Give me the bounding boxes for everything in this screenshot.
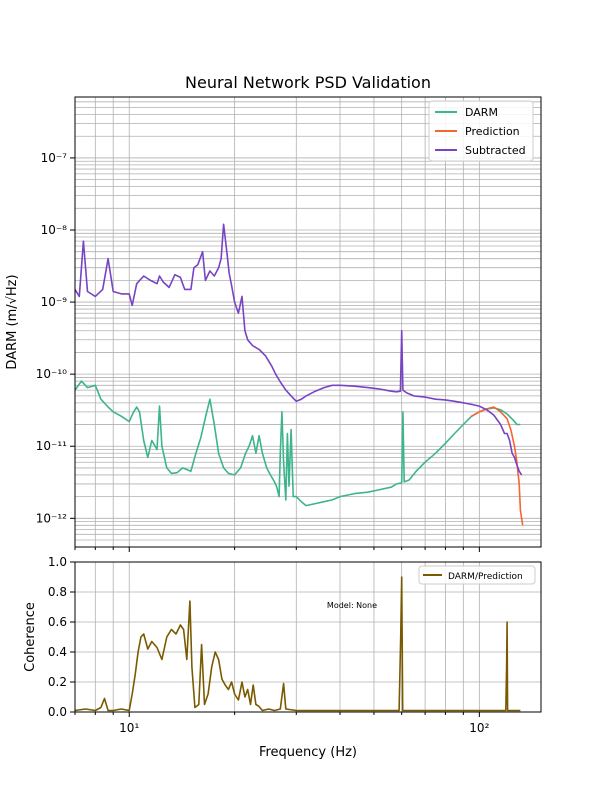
bottom-x-tick-label: 10² bbox=[469, 721, 489, 735]
bottom-axes-frame bbox=[74, 561, 542, 713]
bottom-y-axis-label: Coherence bbox=[23, 602, 38, 672]
top-y-tick-label: 10⁻⁸ bbox=[41, 223, 68, 237]
top-y-tick-label: 10⁻¹² bbox=[36, 511, 67, 525]
top-series-group bbox=[74, 223, 524, 526]
bottom-y-tick-label: 1.0 bbox=[48, 555, 67, 569]
model-annotation: Model: None bbox=[327, 601, 377, 610]
top-axes-frame bbox=[74, 96, 542, 548]
bottom-legend: DARM/Prediction bbox=[418, 565, 536, 585]
bottom-y-tick-label: 0.6 bbox=[48, 615, 67, 629]
top-y-tick-label: 10⁻⁷ bbox=[41, 151, 68, 165]
top-legend-box bbox=[428, 100, 534, 162]
top-legend: DARM Prediction Subtracted bbox=[428, 100, 534, 162]
x-axis-label: Frequency (Hz) bbox=[259, 745, 357, 760]
bottom-y-tick-label: 0.2 bbox=[48, 675, 67, 689]
top-legend-label: Subtracted bbox=[465, 144, 526, 157]
bottom-y-tick-label: 0.0 bbox=[48, 705, 67, 719]
bottom-legend-box bbox=[418, 565, 536, 585]
top-series-line-prediction bbox=[471, 406, 524, 526]
bottom-series-group bbox=[74, 576, 521, 712]
top-legend-label: DARM bbox=[465, 106, 498, 119]
bottom-x-tick-label: 10¹ bbox=[119, 721, 139, 735]
chart-title: Neural Network PSD Validation bbox=[185, 73, 431, 92]
top-legend-label: Prediction bbox=[465, 125, 520, 138]
bottom-legend-label: DARM/Prediction bbox=[448, 572, 523, 582]
bottom-y-tick-label: 0.8 bbox=[48, 585, 67, 599]
bottom-series-line-darm-prediction bbox=[74, 576, 521, 712]
top-y-tick-label: 10⁻¹¹ bbox=[36, 439, 67, 453]
bottom-y-tick-label: 0.4 bbox=[48, 645, 67, 659]
top-y-axis-label: DARM (m/√Hz) bbox=[5, 274, 20, 369]
top-ticks: 10⁻¹² 10⁻¹¹ 10⁻¹⁰ 10⁻⁹ 10⁻⁸ 10⁻⁷ bbox=[36, 151, 480, 552]
bottom-ticks: 0.0 0.2 0.4 0.6 0.8 1.0 10¹ 10² bbox=[48, 555, 490, 735]
top-y-tick-label: 10⁻⁹ bbox=[41, 295, 68, 309]
top-series-line-darm bbox=[74, 380, 521, 507]
top-series-line-subtracted bbox=[74, 223, 523, 476]
top-y-tick-label: 10⁻¹⁰ bbox=[36, 367, 67, 381]
top-grid bbox=[74, 96, 541, 548]
